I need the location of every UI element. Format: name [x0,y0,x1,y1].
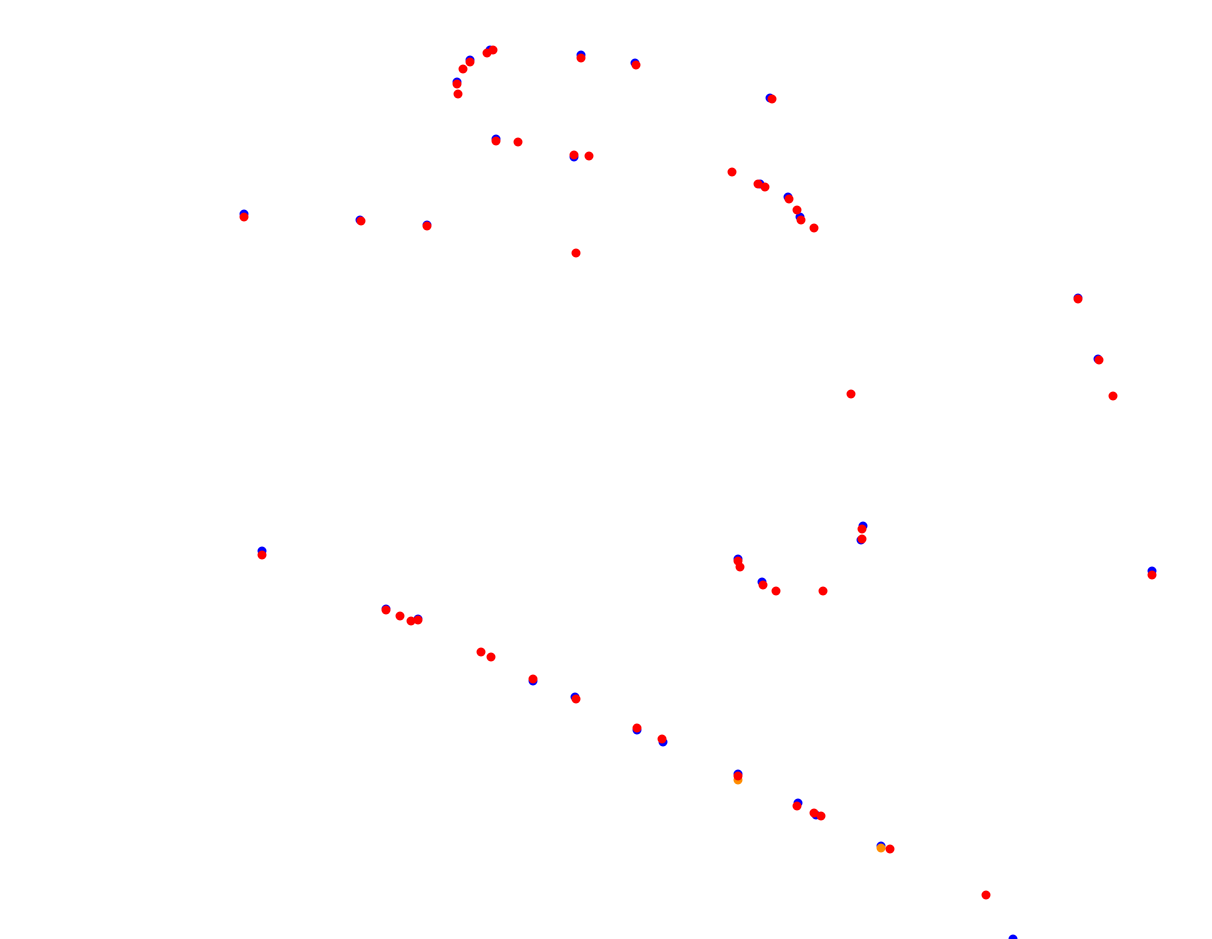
point [486,652,496,662]
point [458,64,468,74]
point [771,586,781,596]
point [760,182,770,192]
point [452,79,462,89]
point [381,605,391,615]
point [584,151,594,161]
point [857,524,867,534]
point [816,811,826,821]
point [818,586,828,596]
point [1147,570,1157,580]
point [1094,355,1104,365]
point [239,212,249,222]
point [576,53,586,63]
point [257,550,267,560]
point [491,136,501,146]
point [753,179,763,189]
point [1073,294,1083,304]
point [571,694,581,704]
point [796,215,806,225]
point [513,137,523,147]
point [569,150,579,160]
point [356,216,366,226]
point [857,534,867,544]
point [476,647,486,657]
point [465,57,475,67]
point [792,205,802,215]
point [422,221,432,231]
point [981,890,991,900]
point [846,389,856,399]
point [784,194,794,204]
point [876,843,886,853]
point [809,808,819,818]
point [413,615,423,625]
point [632,723,642,733]
point [528,674,538,684]
point [571,248,581,258]
point [767,94,777,104]
point [758,580,768,590]
point [657,734,667,744]
point [727,167,737,177]
point [733,771,743,781]
point [631,60,641,70]
point [1008,934,1018,939]
point [395,611,405,621]
point [809,223,819,233]
point [733,556,743,566]
point [488,45,498,55]
point [885,844,895,854]
point [453,89,463,99]
point [406,616,416,626]
point [1108,391,1118,401]
point [792,801,802,811]
